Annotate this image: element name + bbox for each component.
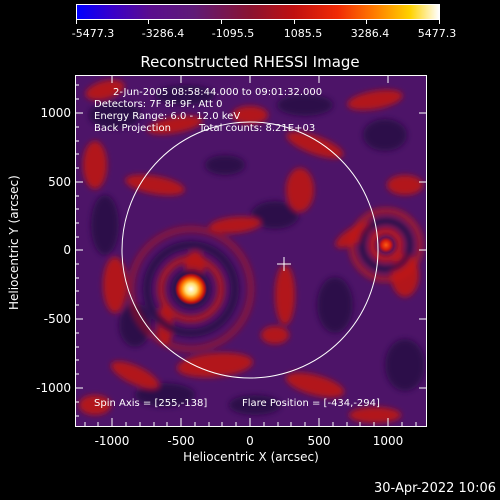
colorbar-label-0: -5477.3 [71, 27, 115, 40]
x-tick-label: -1000 [94, 434, 130, 448]
colorbar-label-1: -3286.4 [141, 27, 185, 40]
colorbar-label-3: 1085.5 [283, 27, 323, 40]
spin-axis-text: Spin Axis = [255,-138] [94, 398, 208, 409]
axis-minor-ticks [75, 84, 417, 426]
plot-frame [75, 75, 427, 427]
colorbar-label-2: -1095.5 [211, 27, 255, 40]
colorbar [76, 4, 440, 20]
colorbar-tick [439, 20, 440, 24]
total-counts-text: Total counts: 8.21E+03 [199, 123, 316, 134]
time-range-text: 2-Jun-2005 08:58:44.000 to 09:01:32.000 [113, 87, 323, 98]
solar-limb-circle [121, 121, 379, 379]
x-tick-label: 1000 [372, 434, 404, 448]
colorbar-tick [76, 20, 77, 24]
y-axis-label: Heliocentric Y (arcsec) [7, 175, 21, 310]
y-tick-label: 0 [63, 243, 71, 257]
timestamp: 30-Apr-2022 10:06 [374, 481, 496, 496]
rhessi-image-plot [75, 75, 427, 427]
energy-range-text: Energy Range: 6.0 - 12.0 keV [94, 111, 241, 122]
secondary-source [378, 237, 394, 253]
colorbar-tick [294, 20, 295, 24]
y-tick-label: 500 [48, 175, 71, 189]
axis-ticks [75, 75, 427, 426]
colorbar-tick [148, 20, 149, 24]
colorbar-label-5: 5477.3 [417, 27, 457, 40]
flare-position-text: Flare Position = [-434,-294] [242, 398, 380, 409]
x-tick-label: -500 [167, 434, 195, 448]
x-tick-label: 500 [307, 434, 331, 448]
colorbar-tick [221, 20, 222, 24]
colorbar-tick [366, 20, 367, 24]
method-text: Back Projection [94, 123, 171, 134]
y-tick-label: -1000 [36, 381, 71, 395]
y-tick-label: 1000 [40, 106, 71, 120]
image-title: Reconstructed RHESSI Image [140, 53, 360, 71]
flare-source [175, 273, 207, 305]
y-tick-label: -500 [43, 312, 71, 326]
x-tick-label: 0 [246, 434, 254, 448]
detectors-text: Detectors: 7F 8F 9F, Att 0 [94, 99, 223, 110]
spin-axis-marker [277, 257, 291, 271]
colorbar-label-4: 3286.4 [350, 27, 390, 40]
x-axis-label: Heliocentric X (arcsec) [183, 450, 319, 464]
